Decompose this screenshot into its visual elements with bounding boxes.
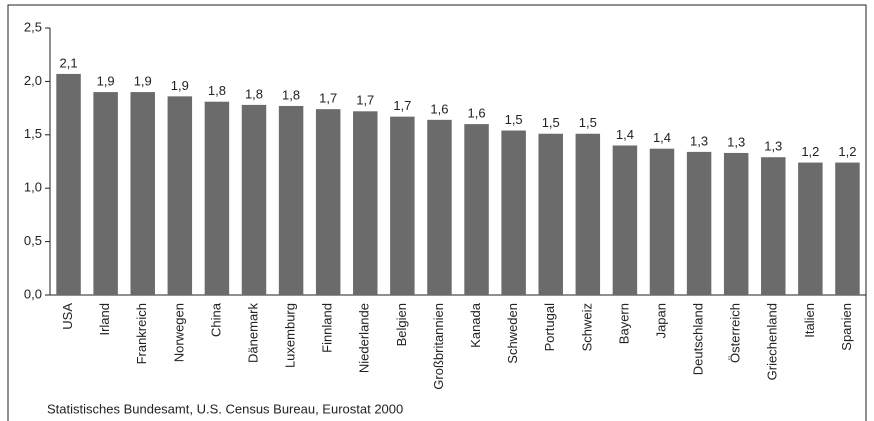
x-tick-label: Frankreich: [134, 303, 149, 364]
x-tick-label: Österreich: [728, 303, 743, 363]
x-tick-label: Luxemburg: [283, 303, 298, 368]
source: Statistisches Bundesamt, U.S. Census Bur…: [47, 401, 403, 416]
frame: [7, 4, 867, 421]
value-label: 1,6: [468, 106, 486, 121]
y-tick-label: 0,0: [24, 286, 42, 301]
bar: [761, 157, 786, 295]
bar: [353, 111, 378, 295]
value-label: 1,4: [616, 127, 634, 142]
value-label: 1,7: [393, 98, 411, 113]
bar: [241, 104, 267, 296]
value-label: 1,9: [134, 74, 152, 89]
x-tick-label: Deutschland: [691, 303, 706, 375]
value-label: 1,9: [97, 74, 115, 89]
value-label: 1,8: [245, 86, 263, 101]
bar: [167, 96, 193, 296]
y-tick-label: 2,0: [24, 73, 42, 88]
bar: [686, 151, 712, 295]
y-tick-label: 1,5: [24, 126, 42, 141]
value-label: 1,5: [579, 115, 597, 130]
value-label: 1,7: [319, 91, 337, 106]
bar: [612, 145, 638, 295]
bar: [501, 130, 526, 295]
x-tick-label: Niederlande: [357, 303, 372, 373]
bar: [390, 116, 415, 295]
value-label: 1,3: [764, 139, 782, 154]
x-tick-label: Spanien: [839, 303, 854, 351]
x-tick-label: Portugal: [542, 303, 557, 352]
bar: [130, 92, 155, 295]
x-tick-label: Kanada: [468, 302, 483, 348]
bar: [427, 119, 452, 296]
x-tick-label: China: [208, 302, 223, 337]
bar: [93, 92, 118, 295]
bar: [464, 124, 489, 296]
value-label: 1,3: [727, 134, 745, 149]
bar: [315, 109, 341, 295]
value-label: 1,8: [282, 87, 300, 102]
bar: [649, 148, 675, 295]
x-tick-label: Finnland: [320, 303, 335, 353]
x-tick-label: Japan: [653, 303, 668, 338]
x-tick-label: Schweiz: [579, 303, 594, 351]
y-tick-label: 2,5: [24, 19, 42, 34]
x-tick-label: Dänemark: [245, 303, 260, 363]
value-label: 1,5: [542, 115, 560, 130]
value-label: 1,8: [208, 83, 226, 98]
bar: [798, 162, 823, 295]
x-tick-label: Großbritannien: [431, 303, 446, 390]
value-label: 1,7: [356, 93, 374, 108]
x-tick-label: Griechenland: [765, 303, 780, 380]
bar: [575, 133, 601, 295]
value-label: 1,9: [171, 78, 189, 93]
x-tick-label: Norwegen: [171, 303, 186, 362]
bar: [538, 133, 563, 295]
y-tick-label: 0,5: [24, 233, 42, 248]
x-tick-label: Italien: [802, 303, 817, 338]
bar: [204, 101, 230, 295]
bar: [278, 105, 304, 296]
bar: [723, 152, 749, 295]
value-label: 1,5: [505, 112, 523, 127]
value-label: 1,3: [690, 133, 708, 148]
x-tick-label: Schweden: [505, 303, 520, 364]
x-tick-label: Belgien: [394, 303, 409, 346]
x-tick-label: Irland: [97, 303, 112, 336]
value-label: 1,2: [801, 144, 819, 159]
bar: [56, 73, 81, 295]
value-label: 1,6: [430, 101, 448, 116]
x-tick-label: USA: [60, 303, 75, 330]
x-tick-label: Bayern: [616, 303, 631, 344]
y-tick-label: 1,0: [24, 180, 42, 195]
bar: [835, 162, 860, 295]
value-label: 1,2: [838, 144, 856, 159]
value-label: 1,4: [653, 130, 671, 145]
value-label: 2,1: [60, 55, 78, 70]
